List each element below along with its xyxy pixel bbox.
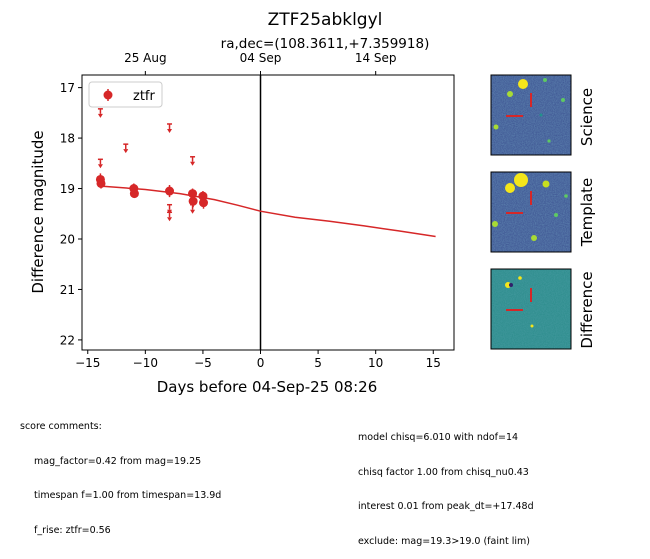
plot-frame	[81, 74, 455, 351]
x-axis-label: Days before 04-Sep-25 08:26	[157, 378, 378, 396]
upper-limit-marker	[97, 108, 103, 118]
detection-marker	[165, 186, 175, 196]
x-axis: −15 −10 −5 0 5 10 15	[75, 350, 441, 370]
detections	[95, 173, 209, 209]
top-date-axis: 25 Aug 04 Sep 14 Sep	[124, 51, 397, 75]
detection-marker	[96, 178, 106, 188]
lightcurve-plot: −15 −10 −5 0 5 10 15 17 18 19 20 21 22 25 Aug 04 Sep…	[60, 51, 455, 370]
y-tick-label: 19	[60, 182, 75, 196]
detection-marker	[199, 198, 209, 208]
x-tick-label: 15	[426, 356, 441, 370]
difference-frame	[490, 268, 572, 350]
upper-limit-marker	[190, 156, 196, 166]
y-axis-label: Difference magnitude	[29, 130, 47, 293]
template-cutout	[490, 171, 572, 253]
model-comment-line: chisq factor 1.00 from chisq_nu0.43	[358, 466, 529, 478]
science-noise	[491, 75, 571, 155]
y-tick-label: 21	[60, 283, 75, 297]
y-tick-label: 22	[60, 333, 75, 347]
difference-noise	[491, 269, 571, 349]
detection-point	[96, 178, 106, 189]
y-tick-label: 18	[60, 132, 75, 146]
legend: ztfr	[88, 81, 163, 108]
x-tick-label: 5	[314, 356, 322, 370]
chart-title: ZTF25abklgyl	[268, 10, 383, 30]
upper-limit-arrow	[167, 128, 173, 133]
figure: ZTF25abklgyl ra,dec=(108.3611,+7.359918)…	[29, 10, 596, 396]
upper-limit-arrow	[97, 164, 103, 169]
upper-limit-arrow	[167, 217, 173, 222]
upper-limit-marker	[123, 143, 129, 154]
cutout-label-difference: Difference	[578, 271, 596, 348]
science-cutout	[490, 74, 572, 156]
science-stars	[493, 78, 565, 143]
detection-point	[129, 189, 139, 199]
detection-marker	[129, 189, 139, 199]
upper-limit-arrow	[97, 113, 103, 118]
model-comments: model chisq=6.010 with ndof=14 chisq fac…	[358, 409, 534, 559]
upper-limit-arrow	[123, 149, 129, 154]
x-tick-label: −5	[194, 356, 212, 370]
upper-limit-arrow	[190, 161, 196, 166]
cutout-label-template: Template	[578, 178, 596, 247]
y-tick-label: 17	[60, 81, 75, 95]
x-tick-label: −10	[133, 356, 158, 370]
upper-limits	[97, 108, 196, 222]
score-comments: score comments: mag_factor=0.42 from mag…	[20, 398, 221, 548]
x-tick-label: 0	[257, 356, 265, 370]
cutout-label-science: Science	[578, 88, 596, 146]
top-tick-label: 25 Aug	[124, 51, 167, 65]
upper-limit-marker	[97, 158, 103, 169]
legend-marker	[103, 90, 113, 100]
template-frame	[490, 171, 572, 253]
template-noise	[491, 172, 571, 252]
difference-cutout	[490, 268, 572, 350]
score-comment-line: timespan f=1.00 from timespan=13.9d	[34, 490, 222, 501]
x-tick-label: −15	[75, 356, 100, 370]
upper-limit-marker	[167, 211, 173, 222]
model-comment-line: model chisq=6.010 with ndof=14	[358, 432, 519, 443]
model-comment-line: exclude: mag=19.3>19.0 (faint lim)	[358, 535, 530, 547]
y-axis: 17 18 19 20 21 22	[60, 81, 82, 347]
score-comments-heading: score comments:	[20, 421, 102, 432]
upper-limit-marker	[167, 123, 173, 133]
detection-marker	[188, 189, 198, 199]
score-comment-line: mag_factor=0.42 from mag=19.25	[34, 455, 202, 467]
score-comment-line: f_rise: ztfr=0.56	[34, 524, 111, 536]
detection-point	[188, 195, 198, 208]
model-comment-line: interest 0.01 from peak_dt=+17.48d	[358, 501, 534, 512]
detection-point	[199, 196, 209, 209]
detection-point	[165, 185, 175, 198]
top-tick-label: 14 Sep	[355, 51, 397, 65]
top-tick-label: 04 Sep	[240, 51, 282, 65]
model-curve	[99, 185, 436, 238]
detection-marker	[188, 196, 198, 206]
x-tick-label: 10	[368, 356, 383, 370]
detection-marker	[198, 191, 208, 201]
y-tick-label: 20	[60, 232, 75, 246]
upper-limit-arrow	[190, 209, 196, 214]
science-frame	[490, 74, 572, 156]
legend-entry-ztfr: ztfr	[133, 89, 155, 104]
difference-residuals	[505, 276, 534, 328]
template-stars	[492, 173, 568, 241]
chart-subtitle: ra,dec=(108.3611,+7.359918)	[221, 36, 430, 52]
